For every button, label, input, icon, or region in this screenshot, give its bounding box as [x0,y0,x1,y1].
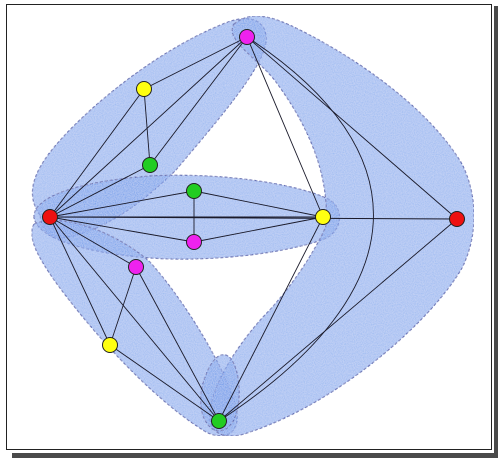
edge-r-left-g-bottom [49,216,220,422]
node-y-lower [102,337,118,353]
edge-r-left-y-upper [49,88,145,218]
hyperedge-region-4 [209,15,475,437]
edge-r-left-m-top [49,36,248,218]
frame-shadow-right [494,6,498,458]
edge-r-left-g-mid [49,190,195,218]
edge-m-top-r-right [246,36,458,220]
graph-nodes [42,29,465,429]
node-r-right [449,211,465,227]
edge-g-upper-m-top [149,36,248,166]
edge-r-left-r-right [49,216,458,220]
edge-m-lower-y-lower [109,266,137,346]
node-m-mid [186,234,202,250]
edge-g-bottom-r-right [218,218,458,422]
node-g-upper [142,157,158,173]
node-y-upper [136,81,152,97]
node-y-right [315,209,331,225]
edge-g-mid-y-right [193,190,324,218]
edge-r-left-m-lower [49,216,137,268]
node-m-top [239,29,255,45]
edge-g-bottom-y-right [218,216,324,422]
hyperedge-regions [31,15,475,437]
edge-r-left-g-upper [49,164,151,218]
edge-m-mid-y-right [193,216,324,243]
edge-m-top-y-right [246,36,324,218]
edge-r-left-m-mid [49,216,195,243]
node-g-mid [186,183,202,199]
graph-edges [49,36,458,422]
edge-m-lower-g-bottom [135,266,220,422]
edge-y-upper-g-upper [143,88,151,166]
edge-m-top-g-bottom [218,36,374,422]
edge-y-lower-g-bottom [109,344,220,422]
edge-r-left-y-lower [49,216,111,346]
frame-shadow [12,453,496,458]
node-g-bottom [211,413,227,429]
edge-y-upper-m-top [143,36,248,90]
node-r-left [42,209,58,225]
node-m-lower [128,259,144,275]
